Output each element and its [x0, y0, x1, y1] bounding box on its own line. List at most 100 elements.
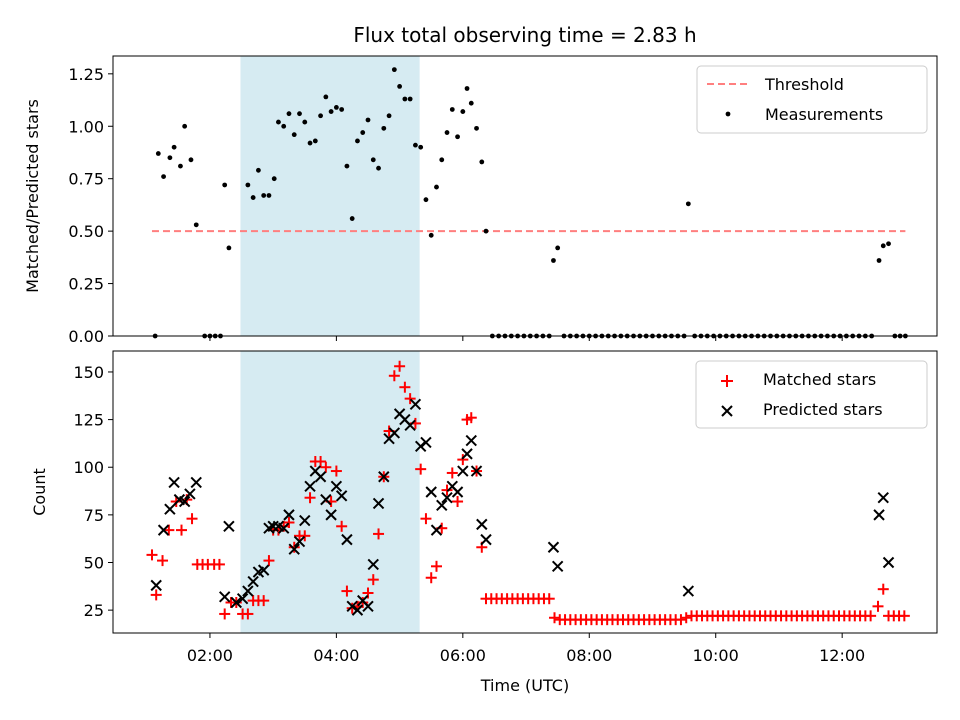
measurement-point [449, 107, 455, 112]
matched-star-point [865, 610, 877, 622]
measurement-point [276, 119, 281, 125]
predicted-star-point [242, 585, 254, 597]
bottom-y-tick-label: 150 [73, 363, 104, 382]
legend-measurements-swatch [725, 111, 731, 117]
matched-star-point [320, 461, 332, 473]
bottom-legend-box [695, 360, 928, 429]
predicted-star-point [367, 558, 379, 571]
measurement-point [339, 107, 345, 112]
matched-star-point [872, 600, 884, 612]
predicted-star-point [388, 427, 401, 439]
bottom-y-tick-label: 125 [73, 411, 104, 430]
top-y-tick-label: 0.00 [68, 327, 104, 346]
predicted-star-point [465, 434, 477, 447]
bottom-y-tick-label: 75 [84, 506, 104, 525]
predicted-star-point [150, 579, 162, 592]
predicted-star-point [257, 564, 270, 576]
measurement-point [281, 123, 287, 129]
measurement-point [297, 111, 302, 117]
matched-star-point [543, 593, 555, 605]
predicted-star-point [277, 522, 290, 534]
predicted-star-point [230, 596, 242, 609]
predicted-star-point [882, 556, 895, 569]
measurement-point [474, 125, 479, 131]
bottom-y-tick-label: 50 [84, 554, 104, 573]
measurement-point [307, 140, 313, 146]
matched-star-point [404, 393, 416, 405]
top-y-tick-label: 1.00 [68, 117, 104, 136]
top-y-ticks: 0.00 0.25 0.50 0.75 1.00 1.25 [68, 65, 113, 346]
top-y-tick-label: 1.25 [68, 65, 104, 84]
predicted-star-point [320, 493, 332, 506]
matched-star-point [373, 528, 385, 540]
bottom-span-highlight [240, 351, 420, 633]
predicted-star-point [378, 471, 390, 483]
matched-star-point [304, 492, 316, 504]
bottom-x-tick-label: 04:00 [313, 646, 359, 665]
top-panel: 0.00 0.25 0.50 0.75 1.00 1.25 Flux total obse… [23, 23, 938, 346]
predicted-star-point [288, 543, 300, 555]
matched-star-point [283, 516, 295, 528]
predicted-star-point [341, 533, 353, 546]
matched-star-point [430, 560, 442, 572]
predicted-star-point [476, 518, 488, 531]
matched-star-point [258, 595, 270, 607]
measurement-point [434, 184, 439, 190]
matched-star-point [330, 465, 342, 477]
predicted-star-point [168, 476, 180, 489]
predicted-star-point [362, 600, 374, 613]
top-y-tick-label: 0.50 [68, 222, 104, 241]
matched-star-point [457, 454, 469, 466]
measurement-point [193, 222, 199, 228]
matched-star-point [367, 574, 379, 586]
predicted-star-point [430, 524, 443, 536]
measurement-point [261, 193, 267, 198]
measurement-point [397, 84, 403, 89]
measurement-point [876, 258, 882, 263]
predicted-star-point [299, 514, 311, 527]
measurement-point [460, 109, 466, 114]
measurement-point [418, 144, 424, 150]
predicted-star-point [247, 575, 259, 588]
predicted-star-point [682, 585, 695, 597]
predicted-star-point [547, 541, 560, 553]
bottom-y-tick-label: 100 [73, 458, 104, 477]
legend-predicted-swatch [721, 405, 733, 417]
measurement-point [483, 228, 489, 234]
legend-matched-label: Matched stars [763, 370, 876, 389]
matched-star-point [150, 589, 162, 601]
top-y-tick-label: 0.25 [68, 275, 104, 294]
predicted-star-point [314, 471, 327, 483]
matched-star-point [549, 612, 561, 624]
matched-star-point [157, 555, 169, 567]
top-y-axis-label: Matched/Predicted stars [23, 99, 42, 293]
measurement-point [245, 182, 251, 188]
predicted-star-point [304, 480, 316, 492]
predicted-star-point [325, 509, 337, 521]
bottom-y-tick-label: 25 [84, 601, 104, 620]
predicted-star-point [425, 486, 437, 498]
bottom-x-tick-label: 06:00 [440, 646, 486, 665]
predicted-star-point [409, 398, 422, 411]
measurement-point [355, 138, 360, 144]
measurement-point [291, 132, 297, 138]
predicted-star-point [372, 497, 385, 510]
bottom-x-axis-label: Time (UTC) [480, 676, 569, 695]
measurement-point [555, 245, 561, 251]
matched-star-point [441, 484, 453, 496]
measurement-point [226, 245, 232, 251]
measurement-point [413, 142, 418, 148]
measurement-point [685, 201, 691, 207]
matched-star-point [263, 555, 275, 567]
top-x-ticks [209, 336, 843, 341]
measurement-point [365, 117, 371, 123]
measurement-point [328, 109, 334, 114]
predicted-star-point [157, 524, 170, 536]
measurement-point [333, 104, 339, 110]
predicted-star-point [436, 499, 448, 512]
measurement-point [551, 258, 556, 263]
matched-star-point [146, 549, 158, 561]
matched-star-point [394, 360, 406, 372]
bottom-marks [146, 360, 910, 626]
bottom-x-tick-label: 10:00 [693, 646, 739, 665]
